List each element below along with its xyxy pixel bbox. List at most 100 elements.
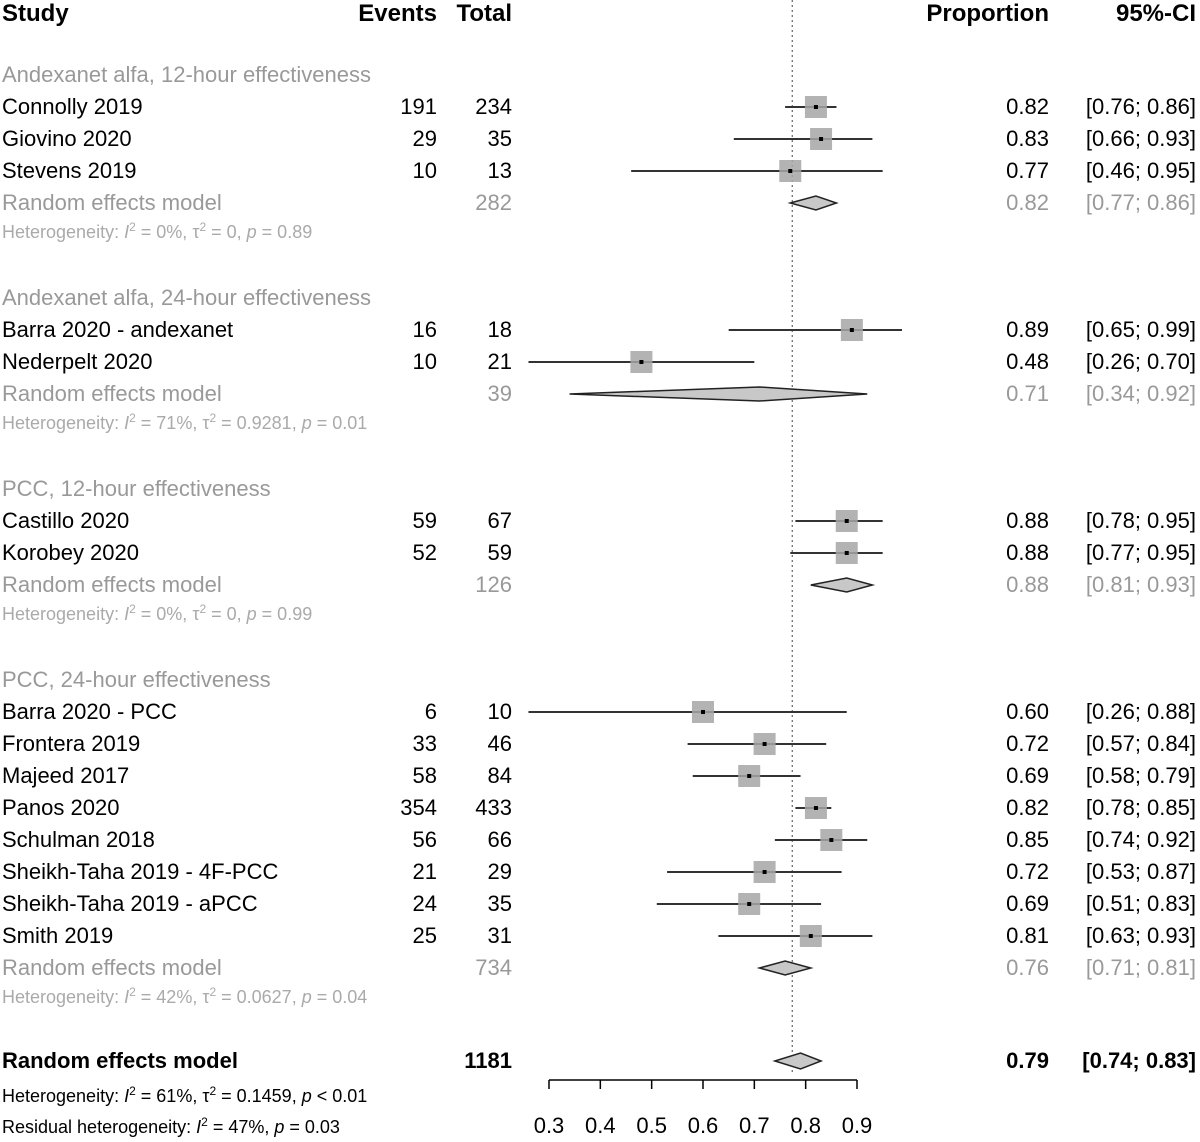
overall-diamond bbox=[772, 1052, 824, 1070]
x-tick-label: 0.5 bbox=[636, 1113, 667, 1138]
point-estimate bbox=[813, 806, 818, 810]
study-ci: [0.26; 0.88] bbox=[1086, 699, 1196, 724]
study-total: 29 bbox=[488, 859, 512, 884]
study-name: Connolly 2019 bbox=[2, 94, 143, 119]
study-proportion: 0.60 bbox=[1006, 699, 1049, 724]
study-ci: [0.76; 0.86] bbox=[1086, 94, 1196, 119]
pooled-label: Random effects model bbox=[2, 190, 222, 215]
study-name: Sheikh-Taha 2019 - aPCC bbox=[2, 891, 258, 916]
study-total: 18 bbox=[488, 317, 512, 342]
study-total: 84 bbox=[488, 763, 512, 788]
study-proportion: 0.88 bbox=[1006, 540, 1049, 565]
study-name: Panos 2020 bbox=[2, 795, 119, 820]
study-proportion: 0.77 bbox=[1006, 158, 1049, 183]
pooled-total: 39 bbox=[488, 381, 512, 406]
study-ci: [0.78; 0.95] bbox=[1086, 508, 1196, 533]
header-total: Total bbox=[456, 0, 512, 27]
point-estimate bbox=[747, 902, 752, 906]
plot-layer bbox=[528, 0, 902, 1089]
study-total: 13 bbox=[488, 158, 512, 183]
study-ci: [0.74; 0.92] bbox=[1086, 827, 1196, 852]
study-proportion: 0.69 bbox=[1006, 891, 1049, 916]
pooled-proportion: 0.71 bbox=[1006, 381, 1049, 406]
study-name: Castillo 2020 bbox=[2, 508, 129, 533]
point-estimate bbox=[762, 742, 767, 746]
study-events: 33 bbox=[413, 731, 437, 756]
text-layer: Andexanet alfa, 12-hour effectiveness Con… bbox=[2, 62, 1196, 1138]
point-estimate bbox=[808, 934, 813, 938]
heterogeneity-text: Heterogeneity: I2 = 42%, τ2 = 0.0627, p … bbox=[2, 985, 367, 1007]
pooled-diamond bbox=[756, 960, 814, 976]
study-total: 59 bbox=[488, 540, 512, 565]
header-ci: 95%-CI bbox=[1116, 0, 1196, 27]
study-proportion: 0.85 bbox=[1006, 827, 1049, 852]
group-label: Andexanet alfa, 24-hour effectiveness bbox=[2, 285, 371, 310]
heterogeneity-text: Heterogeneity: I2 = 0%, τ2 = 0, p = 0.89 bbox=[2, 220, 312, 242]
study-total: 21 bbox=[488, 349, 512, 374]
study-total: 31 bbox=[488, 923, 512, 948]
x-tick-label: 0.6 bbox=[688, 1113, 719, 1138]
group-label: Andexanet alfa, 12-hour effectiveness bbox=[2, 62, 371, 87]
group-label: PCC, 12-hour effectiveness bbox=[2, 476, 271, 501]
study-total: 234 bbox=[475, 94, 512, 119]
study-events: 16 bbox=[413, 317, 437, 342]
study-events: 58 bbox=[413, 763, 437, 788]
study-ci: [0.78; 0.85] bbox=[1086, 795, 1196, 820]
study-ci: [0.26; 0.70] bbox=[1086, 349, 1196, 374]
study-name: Stevens 2019 bbox=[2, 158, 137, 183]
study-name: Majeed 2017 bbox=[2, 763, 129, 788]
pooled-ci: [0.71; 0.81] bbox=[1086, 955, 1196, 980]
study-proportion: 0.48 bbox=[1006, 349, 1049, 374]
study-ci: [0.51; 0.83] bbox=[1086, 891, 1196, 916]
study-events: 21 bbox=[413, 859, 437, 884]
point-estimate bbox=[813, 105, 818, 109]
x-tick-label: 0.4 bbox=[585, 1113, 616, 1138]
study-name: Smith 2019 bbox=[2, 923, 113, 948]
pooled-total: 734 bbox=[475, 955, 512, 980]
heterogeneity-text: Heterogeneity: I2 = 71%, τ2 = 0.9281, p … bbox=[2, 411, 367, 433]
point-estimate bbox=[829, 838, 834, 842]
study-events: 24 bbox=[413, 891, 437, 916]
study-ci: [0.46; 0.95] bbox=[1086, 158, 1196, 183]
study-ci: [0.63; 0.93] bbox=[1086, 923, 1196, 948]
study-name: Frontera 2019 bbox=[2, 731, 140, 756]
study-ci: [0.65; 0.99] bbox=[1086, 317, 1196, 342]
point-estimate bbox=[849, 328, 854, 332]
study-ci: [0.66; 0.93] bbox=[1086, 126, 1196, 151]
study-total: 46 bbox=[488, 731, 512, 756]
study-events: 191 bbox=[400, 94, 437, 119]
study-proportion: 0.82 bbox=[1006, 94, 1049, 119]
point-estimate bbox=[747, 774, 752, 778]
overall-ci: [0.74; 0.83] bbox=[1082, 1048, 1196, 1073]
study-proportion: 0.88 bbox=[1006, 508, 1049, 533]
pooled-proportion: 0.76 bbox=[1006, 955, 1049, 980]
study-total: 433 bbox=[475, 795, 512, 820]
study-proportion: 0.72 bbox=[1006, 731, 1049, 756]
study-name: Schulman 2018 bbox=[2, 827, 155, 852]
study-name: Korobey 2020 bbox=[2, 540, 139, 565]
study-total: 35 bbox=[488, 891, 512, 916]
heterogeneity-text: Heterogeneity: I2 = 0%, τ2 = 0, p = 0.99 bbox=[2, 602, 312, 624]
study-name: Giovino 2020 bbox=[2, 126, 132, 151]
overall-total: 1181 bbox=[464, 1048, 512, 1073]
x-tick-label: 0.7 bbox=[739, 1113, 770, 1138]
pooled-label: Random effects model bbox=[2, 955, 222, 980]
study-ci: [0.77; 0.95] bbox=[1086, 540, 1196, 565]
point-estimate bbox=[639, 360, 644, 364]
pooled-total: 126 bbox=[475, 572, 512, 597]
study-total: 35 bbox=[488, 126, 512, 151]
pooled-proportion: 0.88 bbox=[1006, 572, 1049, 597]
pooled-label: Random effects model bbox=[2, 381, 222, 406]
study-events: 10 bbox=[413, 158, 437, 183]
point-estimate bbox=[762, 870, 767, 874]
study-total: 10 bbox=[488, 699, 512, 724]
study-name: Barra 2020 - andexanet bbox=[2, 317, 233, 342]
pooled-ci: [0.34; 0.92] bbox=[1086, 381, 1196, 406]
x-tick-label: 0.9 bbox=[842, 1113, 873, 1138]
pooled-proportion: 0.82 bbox=[1006, 190, 1049, 215]
study-proportion: 0.69 bbox=[1006, 763, 1049, 788]
study-events: 56 bbox=[413, 827, 437, 852]
study-events: 25 bbox=[413, 923, 437, 948]
study-name: Nederpelt 2020 bbox=[2, 349, 152, 374]
